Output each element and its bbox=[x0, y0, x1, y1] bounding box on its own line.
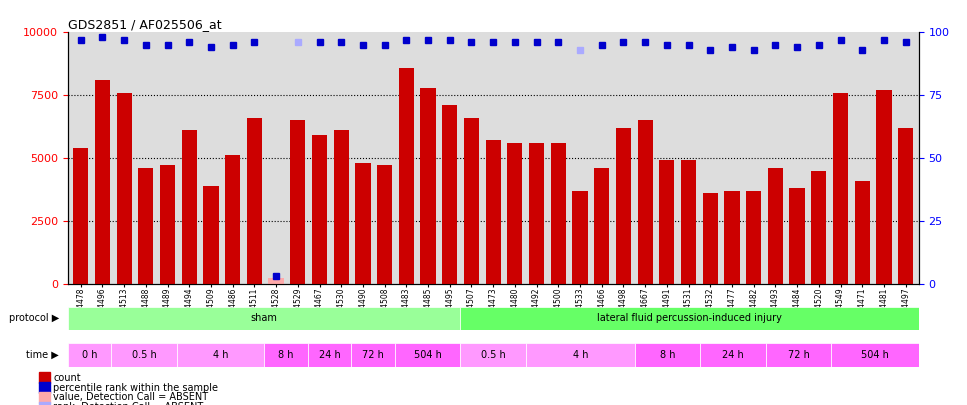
Bar bbox=[269, 279, 283, 284]
Text: 72 h: 72 h bbox=[788, 350, 809, 360]
Bar bbox=[290, 120, 306, 284]
Bar bbox=[681, 160, 696, 284]
Text: protocol ▶: protocol ▶ bbox=[9, 313, 59, 323]
Bar bbox=[355, 163, 370, 284]
FancyBboxPatch shape bbox=[68, 307, 460, 330]
FancyBboxPatch shape bbox=[700, 343, 766, 367]
Text: GDS2851 / AF025506_at: GDS2851 / AF025506_at bbox=[68, 18, 221, 31]
Bar bbox=[160, 166, 175, 284]
Bar bbox=[39, 392, 50, 403]
Bar bbox=[898, 128, 913, 284]
Bar bbox=[73, 148, 88, 284]
Text: 504 h: 504 h bbox=[414, 350, 442, 360]
FancyBboxPatch shape bbox=[766, 343, 832, 367]
Bar bbox=[377, 166, 393, 284]
FancyBboxPatch shape bbox=[460, 307, 919, 330]
Bar bbox=[637, 120, 653, 284]
Text: lateral fluid percussion-induced injury: lateral fluid percussion-induced injury bbox=[597, 313, 782, 323]
Bar bbox=[789, 188, 805, 284]
Bar bbox=[703, 193, 718, 284]
FancyBboxPatch shape bbox=[351, 343, 395, 367]
Bar bbox=[398, 68, 414, 284]
Bar bbox=[39, 402, 50, 405]
Bar bbox=[485, 141, 501, 284]
Bar bbox=[312, 135, 327, 284]
Text: 72 h: 72 h bbox=[363, 350, 384, 360]
Text: 8 h: 8 h bbox=[278, 350, 294, 360]
FancyBboxPatch shape bbox=[526, 343, 635, 367]
Bar bbox=[225, 156, 240, 284]
Text: sham: sham bbox=[250, 313, 278, 323]
Bar bbox=[833, 93, 848, 284]
Bar bbox=[572, 191, 588, 284]
Bar bbox=[811, 171, 827, 284]
Text: 24 h: 24 h bbox=[319, 350, 340, 360]
FancyBboxPatch shape bbox=[635, 343, 700, 367]
Text: rank, Detection Call = ABSENT: rank, Detection Call = ABSENT bbox=[53, 402, 203, 405]
FancyBboxPatch shape bbox=[111, 343, 177, 367]
Text: 504 h: 504 h bbox=[861, 350, 889, 360]
Bar bbox=[117, 93, 132, 284]
Text: 0 h: 0 h bbox=[82, 350, 98, 360]
FancyBboxPatch shape bbox=[68, 343, 111, 367]
Bar bbox=[442, 105, 457, 284]
Bar bbox=[182, 130, 197, 284]
Text: 4 h: 4 h bbox=[213, 350, 228, 360]
Bar bbox=[659, 160, 674, 284]
Bar bbox=[529, 143, 544, 284]
Bar bbox=[747, 191, 761, 284]
Text: time ▶: time ▶ bbox=[26, 350, 59, 360]
Bar bbox=[855, 181, 869, 284]
Bar bbox=[616, 128, 631, 284]
Bar bbox=[421, 87, 436, 284]
Text: percentile rank within the sample: percentile rank within the sample bbox=[53, 382, 219, 392]
Text: 0.5 h: 0.5 h bbox=[132, 350, 157, 360]
Bar bbox=[138, 168, 154, 284]
Bar bbox=[594, 168, 609, 284]
Bar bbox=[334, 130, 349, 284]
FancyBboxPatch shape bbox=[177, 343, 264, 367]
FancyBboxPatch shape bbox=[264, 343, 308, 367]
FancyBboxPatch shape bbox=[395, 343, 460, 367]
Text: 4 h: 4 h bbox=[572, 350, 588, 360]
Text: 0.5 h: 0.5 h bbox=[481, 350, 506, 360]
Text: 8 h: 8 h bbox=[659, 350, 676, 360]
FancyBboxPatch shape bbox=[460, 343, 526, 367]
Text: count: count bbox=[53, 373, 81, 383]
Text: 24 h: 24 h bbox=[722, 350, 744, 360]
Bar bbox=[464, 118, 479, 284]
Bar bbox=[95, 80, 110, 284]
FancyBboxPatch shape bbox=[832, 343, 919, 367]
Bar bbox=[768, 168, 783, 284]
Bar bbox=[724, 191, 740, 284]
Bar bbox=[550, 143, 566, 284]
Text: value, Detection Call = ABSENT: value, Detection Call = ABSENT bbox=[53, 392, 208, 402]
Bar bbox=[508, 143, 522, 284]
Bar bbox=[203, 185, 219, 284]
Bar bbox=[39, 382, 50, 393]
FancyBboxPatch shape bbox=[308, 343, 351, 367]
Bar bbox=[876, 90, 892, 284]
Bar bbox=[39, 372, 50, 383]
Bar bbox=[247, 118, 262, 284]
